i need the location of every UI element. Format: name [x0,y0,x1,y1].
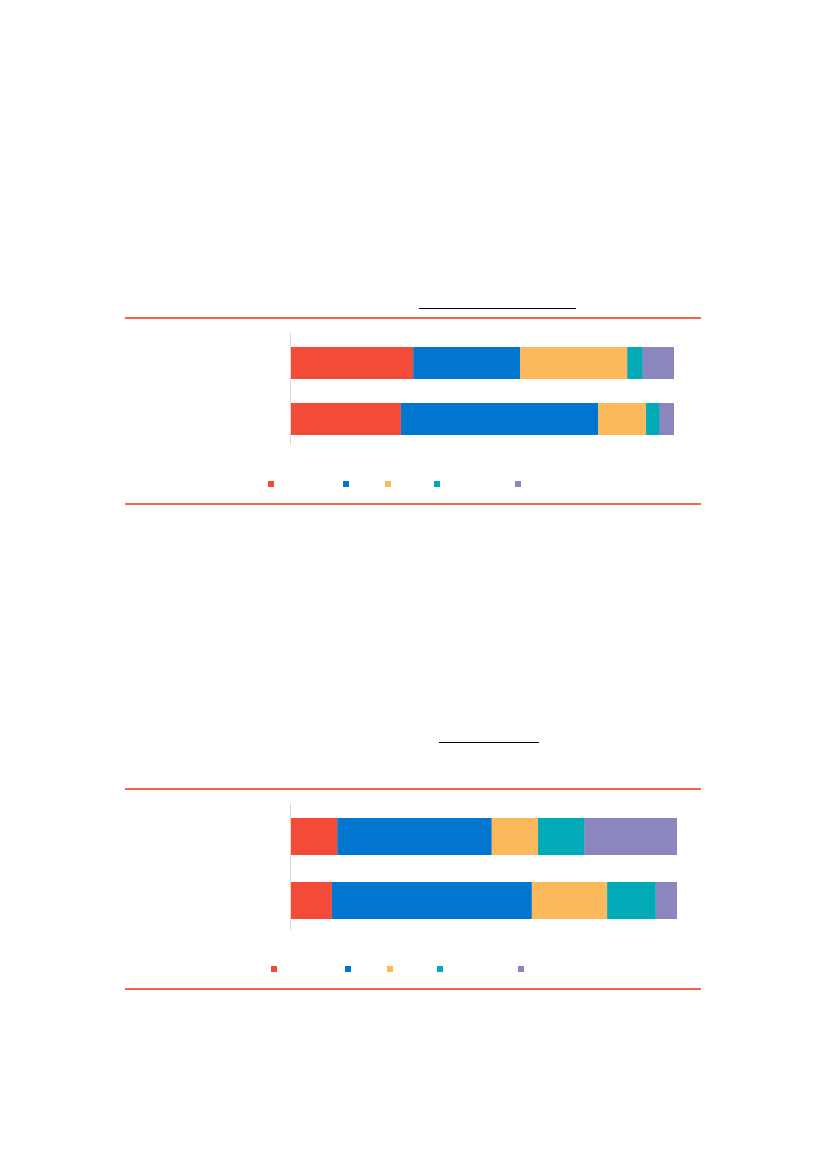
bar-segment-row1-series1 [291,818,338,855]
legend-marker-series4 [437,966,443,972]
bar-segment-row1-series4 [538,818,585,855]
figure-bottom-rule [125,988,701,990]
bar-segment-row2-series5 [659,403,674,435]
chart-title-underline [439,742,539,743]
figure-top-rule [125,317,701,319]
bar-segment-row1-series2 [413,347,521,379]
legend-marker-series5 [515,481,521,487]
bar-segment-row1-series3 [491,818,539,855]
bar-segment-row2-series1 [291,403,401,435]
legend-marker-series2 [345,966,351,972]
bar-segment-row2-series3 [531,882,608,919]
bar-segment-row1-series4 [627,347,643,379]
bar-segment-row2-series1 [291,882,332,919]
legend-marker-series3 [385,481,391,487]
legend-marker-series4 [434,481,440,487]
legend-marker-series1 [268,481,274,487]
legend-marker-series3 [387,966,393,972]
bar-segment-row2-series4 [646,403,660,435]
legend-marker-series1 [271,966,277,972]
figure-bottom-rule [125,503,701,505]
bar-segment-row1-series5 [584,818,677,855]
legend-marker-series2 [343,481,349,487]
bar-segment-row2-series2 [331,882,532,919]
bar-segment-row2-series4 [607,882,656,919]
bar-segment-row1-series1 [291,347,414,379]
legend-marker-series5 [518,966,524,972]
bar-segment-row2-series3 [598,403,647,435]
bar-segment-row2-series2 [400,403,599,435]
chart-title-underline [419,308,576,309]
bar-segment-row1-series5 [642,347,674,379]
bar-segment-row1-series2 [337,818,492,855]
figure-top-rule [125,788,701,790]
bar-segment-row2-series5 [655,882,677,919]
bar-segment-row1-series3 [520,347,628,379]
